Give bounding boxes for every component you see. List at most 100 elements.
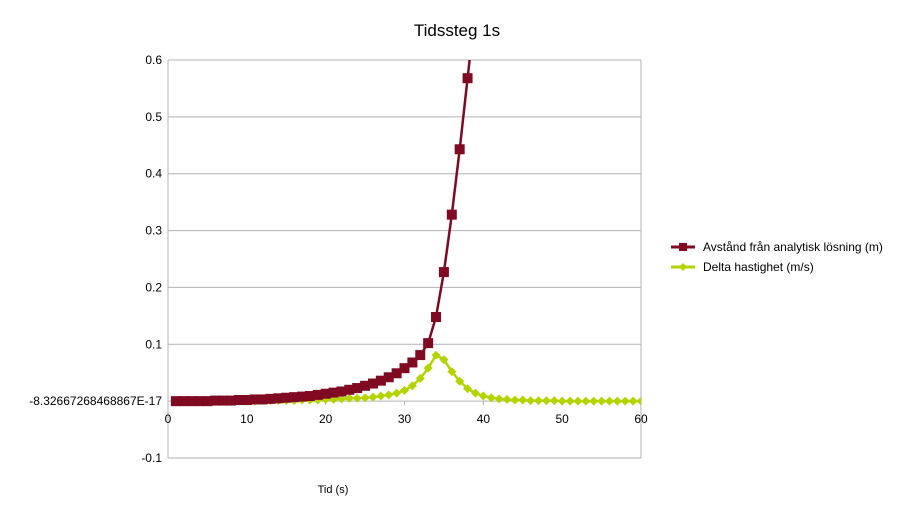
data-point (281, 392, 292, 403)
x-tick-label: 20 (319, 412, 333, 426)
data-point (233, 395, 244, 406)
data-point (636, 396, 641, 406)
data-point (628, 396, 638, 406)
data-point (679, 263, 687, 271)
data-point (423, 338, 434, 349)
y-tick-label: -8.32667268468867E-17 (29, 394, 162, 408)
data-point (367, 378, 378, 389)
data-point (478, 391, 488, 401)
data-point (241, 395, 252, 406)
data-point (415, 373, 425, 383)
x-tick-label: 0 (165, 412, 172, 426)
data-point (226, 395, 237, 406)
x-tick-label: 30 (398, 412, 412, 426)
series-0 (170, 60, 473, 407)
data-point (352, 393, 362, 403)
data-point (454, 144, 465, 155)
x-tick-label: 60 (634, 412, 648, 426)
data-point (376, 391, 386, 401)
data-point (597, 396, 607, 406)
data-point (218, 395, 229, 406)
data-point (573, 396, 583, 406)
data-point (304, 391, 315, 402)
series (170, 60, 641, 407)
data-point (178, 396, 189, 407)
x-tick-label: 50 (555, 412, 569, 426)
data-point (534, 396, 544, 406)
data-point (455, 376, 465, 386)
data-point (462, 73, 473, 84)
data-point (392, 388, 402, 398)
data-point (431, 350, 441, 360)
data-point (431, 311, 442, 322)
y-tick-label: -0.1 (141, 451, 162, 465)
data-point (352, 383, 363, 394)
data-point (541, 396, 551, 406)
y-tick-label: 0.3 (145, 224, 162, 238)
data-point (368, 392, 378, 402)
data-point (336, 394, 346, 404)
data-point (170, 396, 181, 407)
data-point (202, 396, 213, 407)
data-point (446, 209, 457, 220)
data-point (565, 396, 575, 406)
data-point (194, 396, 205, 407)
data-point (360, 393, 370, 403)
data-point (679, 243, 687, 251)
data-point (423, 363, 433, 373)
legend: Avstånd från analytisk lösning (m) Delta … (671, 240, 883, 274)
data-point (289, 392, 300, 403)
data-point (336, 386, 347, 397)
data-point (589, 396, 599, 406)
data-point (407, 357, 418, 368)
legend-label: Avstånd från analytisk lösning (m) (703, 240, 883, 254)
data-point (470, 388, 480, 398)
y-tick-labels: 0.6 0.5 0.4 0.3 0.2 0.1 -8.32667268468867E-17 -… (29, 53, 162, 465)
data-point (273, 393, 284, 404)
data-point (612, 396, 622, 406)
data-point (375, 375, 386, 386)
data-point (320, 388, 331, 399)
data-point (439, 355, 449, 365)
data-point (502, 394, 512, 404)
chart-title: Tidssteg 1s (414, 21, 500, 40)
data-point (328, 387, 339, 398)
y-tick-label: 0.5 (145, 110, 162, 124)
data-point (486, 393, 496, 403)
x-tick-labels: 0 10 20 30 40 50 60 (165, 412, 648, 426)
data-point (604, 396, 614, 406)
y-tick-label: 0.4 (145, 167, 162, 181)
data-point (186, 396, 197, 407)
data-point (344, 384, 355, 395)
series-line (175, 60, 471, 403)
legend-label: Delta hastighet (m/s) (703, 260, 814, 274)
data-point (494, 394, 504, 404)
data-point (257, 394, 268, 405)
data-point (344, 393, 354, 403)
data-point (400, 385, 409, 395)
data-point (210, 395, 221, 406)
x-tick-label: 10 (240, 412, 254, 426)
data-point (549, 396, 559, 406)
data-point (463, 384, 473, 394)
data-point (297, 391, 308, 402)
data-point (360, 380, 371, 391)
data-point (249, 394, 260, 405)
data-point (391, 368, 402, 379)
data-point (438, 267, 449, 278)
data-point (265, 393, 276, 404)
x-tick-label: 40 (477, 412, 491, 426)
data-point (526, 396, 536, 406)
data-point (312, 389, 323, 400)
y-tick-label: 0.6 (145, 53, 162, 67)
data-point (415, 350, 426, 361)
data-point (620, 396, 630, 406)
data-point (518, 395, 528, 405)
data-point (399, 363, 410, 374)
data-point (407, 381, 417, 391)
data-point (557, 396, 567, 406)
data-point (581, 396, 591, 406)
y-tick-label: 0.1 (145, 337, 162, 351)
y-tick-label: 0.2 (145, 280, 162, 294)
